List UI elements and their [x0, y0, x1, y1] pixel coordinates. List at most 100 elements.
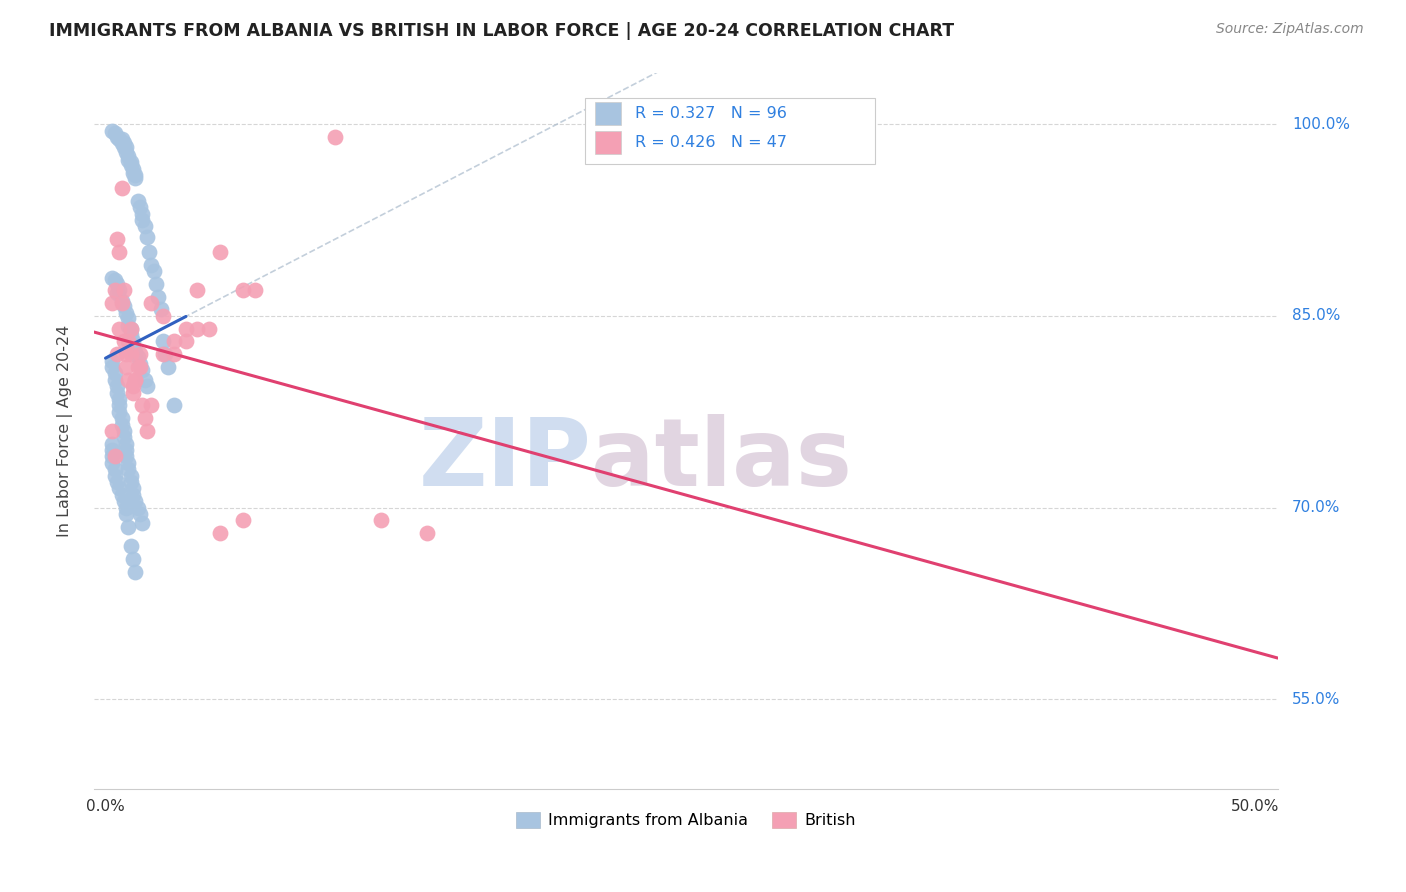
Point: [129, 347, 152, 361]
Point: [112, 140, 135, 154]
Point: [127, 350, 149, 364]
Point: [105, 379, 128, 393]
Point: [117, 311, 139, 326]
Y-axis label: In Labor Force | Age 20-24: In Labor Force | Age 20-24: [58, 325, 73, 537]
Point: [105, 285, 128, 300]
Point: [135, 424, 157, 438]
Point: [174, 334, 197, 349]
Point: [122, 161, 145, 176]
Point: [134, 373, 156, 387]
Point: [117, 520, 139, 534]
Point: [120, 155, 142, 169]
Point: [129, 507, 152, 521]
Point: [122, 551, 145, 566]
Point: [131, 206, 153, 220]
Point: [120, 539, 142, 553]
Point: [104, 450, 127, 464]
Point: [105, 277, 128, 291]
Point: [105, 129, 128, 144]
Text: R = 0.327   N = 96: R = 0.327 N = 96: [636, 106, 787, 121]
Point: [124, 344, 146, 359]
Point: [117, 462, 139, 476]
Point: [117, 153, 139, 167]
Point: [149, 302, 172, 317]
Point: [122, 340, 145, 354]
Point: [110, 488, 132, 502]
Point: [108, 321, 131, 335]
Point: [115, 507, 138, 521]
Point: [104, 283, 127, 297]
Point: [108, 283, 131, 297]
Point: [163, 347, 186, 361]
Point: [131, 362, 153, 376]
Point: [117, 334, 139, 349]
Point: [115, 500, 138, 515]
Point: [110, 132, 132, 146]
Point: [120, 468, 142, 483]
Point: [117, 149, 139, 163]
Point: [163, 334, 186, 349]
Point: [104, 462, 127, 476]
Point: [112, 136, 135, 151]
Point: [141, 296, 163, 310]
Point: [101, 123, 124, 137]
Point: [104, 367, 127, 381]
Point: [134, 219, 156, 234]
Legend: Immigrants from Albania, British: Immigrants from Albania, British: [510, 805, 862, 835]
Point: [115, 145, 138, 160]
Text: 70.0%: 70.0%: [1292, 500, 1340, 515]
Point: [120, 158, 142, 172]
Point: [120, 328, 142, 343]
Point: [120, 321, 142, 335]
Point: [141, 398, 163, 412]
Point: [117, 373, 139, 387]
Point: [101, 456, 124, 470]
Point: [135, 229, 157, 244]
Point: [152, 347, 174, 361]
Point: [104, 126, 127, 140]
Point: [129, 359, 152, 374]
Point: [127, 194, 149, 208]
Text: atlas: atlas: [591, 414, 852, 506]
Text: R = 0.426   N = 47: R = 0.426 N = 47: [636, 135, 787, 150]
Point: [124, 373, 146, 387]
Point: [131, 516, 153, 530]
Bar: [595, 131, 621, 154]
Point: [163, 398, 186, 412]
Point: [112, 494, 135, 508]
Point: [232, 283, 254, 297]
Point: [122, 166, 145, 180]
Point: [108, 392, 131, 406]
Point: [152, 309, 174, 323]
Point: [110, 417, 132, 432]
Point: [127, 500, 149, 515]
Point: [108, 482, 131, 496]
Point: [141, 258, 163, 272]
Point: [142, 264, 165, 278]
Text: 100.0%: 100.0%: [1292, 117, 1350, 132]
Point: [152, 334, 174, 349]
Text: Source: ZipAtlas.com: Source: ZipAtlas.com: [1216, 22, 1364, 37]
Point: [112, 299, 135, 313]
Point: [416, 526, 439, 541]
Point: [110, 296, 132, 310]
Point: [209, 244, 232, 259]
Point: [120, 321, 142, 335]
Point: [122, 334, 145, 349]
Point: [155, 347, 177, 361]
Point: [112, 430, 135, 444]
Point: [325, 129, 347, 144]
Point: [104, 373, 127, 387]
Point: [110, 136, 132, 151]
Point: [124, 494, 146, 508]
Text: 55.0%: 55.0%: [1292, 692, 1340, 706]
Point: [112, 424, 135, 438]
Point: [115, 140, 138, 154]
Point: [110, 293, 132, 308]
Point: [115, 359, 138, 374]
Point: [117, 319, 139, 334]
Point: [104, 273, 127, 287]
Point: [124, 565, 146, 579]
Point: [101, 424, 124, 438]
Point: [186, 321, 208, 335]
